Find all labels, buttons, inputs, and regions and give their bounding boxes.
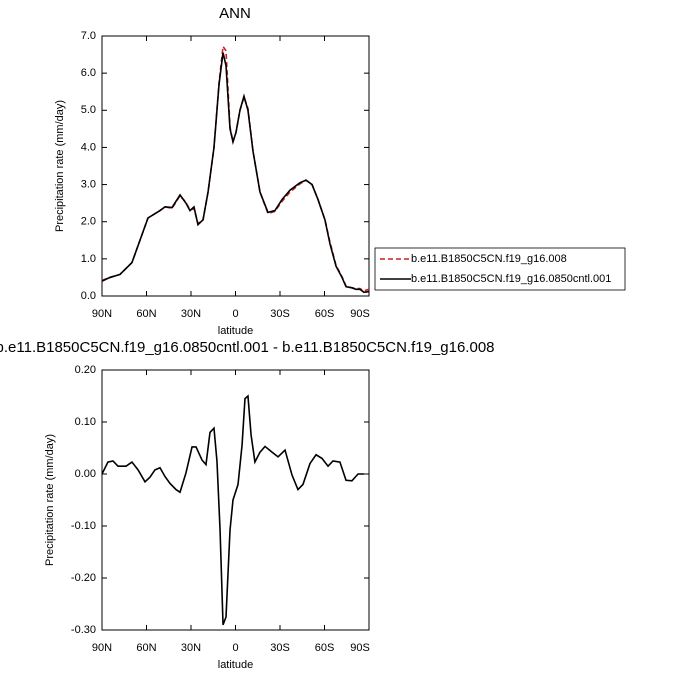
data-line [101, 44, 370, 292]
y-axis-title: Precipitation rate (mm/day) [54, 100, 66, 232]
y-tick-label: 7.0 [81, 30, 96, 42]
x-tick-label: 30N [181, 642, 201, 654]
y-tick-label: 0.10 [75, 416, 96, 428]
y-tick-label: 4.0 [81, 141, 96, 153]
y-tick-label: -0.10 [71, 520, 96, 532]
y-tick-label: 0.0 [81, 290, 96, 302]
y-tick-label: 1.0 [81, 253, 96, 265]
x-tick-label: 90S [350, 308, 370, 320]
y-tick-label: -0.30 [71, 624, 96, 636]
x-tick-label: 60S [315, 642, 335, 654]
x-axis-title: latitude [218, 659, 253, 671]
y-tick-label: 3.0 [81, 178, 96, 190]
plot-frame [101, 369, 370, 631]
x-tick-label: 90N [92, 308, 112, 320]
y-tick-label: 6.0 [81, 67, 96, 79]
plot-frame [101, 35, 370, 297]
y-tick-label: 5.0 [81, 104, 96, 116]
legend-box [374, 247, 626, 291]
chart-title: ANN [219, 5, 251, 22]
x-tick-label: 90S [350, 642, 370, 654]
x-tick-label: 0 [232, 308, 238, 320]
data-line [101, 52, 370, 294]
x-tick-label: 30N [181, 308, 201, 320]
y-tick-label: 0.20 [75, 364, 96, 376]
y-tick-label: 2.0 [81, 216, 96, 228]
x-tick-label: 60N [136, 642, 156, 654]
x-tick-label: 60N [136, 308, 156, 320]
legend-label: b.e11.B1850C5CN.f19_g16.008 [411, 253, 567, 265]
chart-title: b.e11.B1850C5CN.f19_g16.0850cntl.001 - b… [0, 339, 494, 356]
x-axis-title: latitude [218, 325, 253, 337]
x-tick-label: 0 [232, 642, 238, 654]
x-tick-label: 30S [270, 308, 290, 320]
y-tick-label: -0.20 [71, 572, 96, 584]
legend-label: b.e11.B1850C5CN.f19_g16.0850cntl.001 [411, 273, 611, 285]
x-tick-label: 90N [92, 642, 112, 654]
data-line [101, 394, 364, 626]
x-tick-label: 30S [270, 642, 290, 654]
y-axis-title: Precipitation rate (mm/day) [44, 434, 56, 566]
x-tick-label: 60S [315, 308, 335, 320]
y-tick-label: 0.00 [75, 468, 96, 480]
